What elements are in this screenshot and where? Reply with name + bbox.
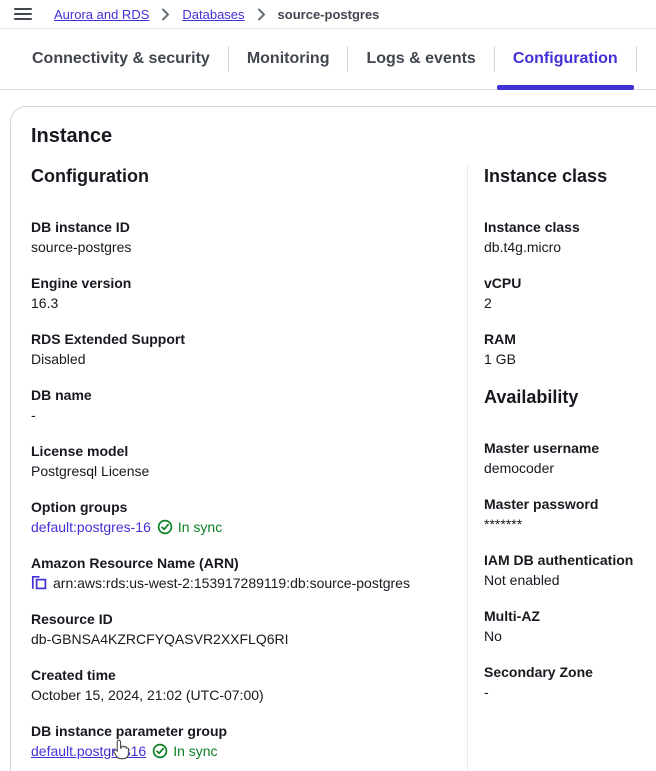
field-vcpu: vCPU 2 <box>484 275 522 311</box>
tab-logs-events[interactable]: Logs & events <box>366 50 476 67</box>
field-master-password: Master password ******* <box>484 496 599 532</box>
chevron-right-icon <box>161 8 170 21</box>
breadcrumb: Aurora and RDS Databases source-postgres <box>0 0 656 29</box>
copy-icon[interactable] <box>31 575 47 591</box>
section-heading-availability: Availability <box>484 387 579 407</box>
parameter-group-status: In sync <box>152 741 218 761</box>
field-ram: RAM 1 GB <box>484 331 516 367</box>
tab-divider <box>347 46 349 72</box>
breadcrumb-current-item: source-postgres <box>277 6 380 22</box>
hamburger-icon[interactable] <box>14 5 32 23</box>
field-master-username: Master username democoder <box>484 440 600 476</box>
field-db-name: DB name - <box>31 387 92 423</box>
field-created-time: Created time October 15, 2024, 21:02 (UT… <box>31 667 264 703</box>
field-instance-class: Instance class db.t4g.micro <box>484 219 580 255</box>
field-db-parameter-group: DB instance parameter group default.post… <box>31 723 228 761</box>
field-resource-id: Resource ID db-GBNSA4KZRCFYQASVR2XXFLQ6R… <box>31 611 289 647</box>
section-heading-configuration: Configuration <box>31 166 149 186</box>
option-group-link[interactable]: default:postgres-16 <box>31 519 151 535</box>
breadcrumb-link-databases[interactable]: Databases <box>182 6 245 22</box>
section-heading-instance-class: Instance class <box>484 166 608 186</box>
instance-panel: Instance Configuration DB instance ID so… <box>10 106 656 771</box>
check-circle-icon <box>152 743 168 759</box>
chevron-right-icon <box>257 8 266 21</box>
configuration-column: Configuration DB instance ID source-post… <box>31 164 467 771</box>
instance-class-column: Instance class Instance class db.t4g.mic… <box>467 164 656 771</box>
breadcrumb-link-aurora-rds[interactable]: Aurora and RDS <box>54 6 150 22</box>
tab-monitoring[interactable]: Monitoring <box>246 50 330 67</box>
tab-divider <box>635 46 637 72</box>
tab-divider <box>493 46 495 72</box>
detail-tabs: Connectivity & security Monitoring Logs … <box>0 29 656 90</box>
option-group-status: In sync <box>157 517 222 537</box>
field-db-instance-id: DB instance ID source-postgres <box>31 219 132 255</box>
tab-divider <box>227 46 229 72</box>
tab-configuration[interactable]: Configuration <box>495 29 636 90</box>
field-engine-version: Engine version 16.3 <box>31 275 132 311</box>
field-license-model: License model Postgresql License <box>31 443 150 479</box>
field-rds-extended-support: RDS Extended Support Disabled <box>31 331 186 367</box>
check-circle-icon <box>157 519 173 535</box>
field-secondary-zone: Secondary Zone - <box>484 664 593 700</box>
field-iam-db-authentication: IAM DB authentication Not enabled <box>484 552 634 588</box>
field-arn: Amazon Resource Name (ARN) arn:aws:rds:u… <box>31 555 410 591</box>
field-multi-az: Multi-AZ No <box>484 608 540 644</box>
arn-value: arn:aws:rds:us-west-2:153917289119:db:so… <box>53 575 410 591</box>
parameter-group-link[interactable]: default.postgres16 <box>31 743 147 759</box>
tab-connectivity-security[interactable]: Connectivity & security <box>32 50 210 67</box>
field-option-groups: Option groups default:postgres-16 In syn… <box>31 499 223 537</box>
panel-title: Instance <box>31 125 113 147</box>
